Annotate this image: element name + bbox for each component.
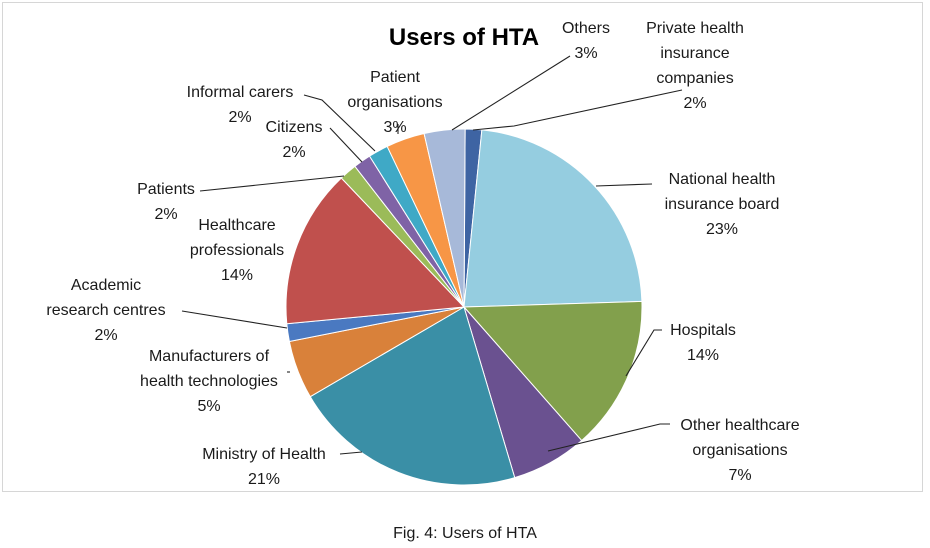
slice-label-3: Other healthcare organisations 7% — [680, 417, 799, 484]
leader-line-4 — [339, 451, 363, 455]
slice-label-11: Patient organisations 3% — [347, 69, 442, 136]
pie-slices — [285, 128, 643, 486]
pie-slice-1 — [463, 129, 643, 308]
leader-line-0 — [472, 89, 683, 131]
chart-title: Users of HTA — [389, 24, 539, 51]
pie-slice-7 — [285, 177, 466, 325]
leader-line-9 — [329, 127, 363, 163]
leader-line-3 — [547, 423, 670, 452]
leader-line-8 — [199, 175, 345, 192]
slice-labels: Private health insurance companies 2% Nation… — [46, 20, 799, 488]
slice-label-4: Ministry of Health 21% — [202, 446, 326, 488]
figure-caption: Fig. 4: Users of HTA — [393, 525, 537, 542]
pie-slice-4 — [309, 306, 516, 486]
leader-lines — [181, 55, 683, 455]
slice-label-10: Informal carers 2% — [187, 84, 294, 126]
leader-line-10 — [303, 94, 376, 152]
slice-label-5: Manufacturers of health technologies 5% — [140, 348, 278, 415]
slice-label-12: Others 3% — [562, 20, 610, 62]
leader-line-12 — [451, 55, 571, 131]
slice-label-0: Private health insurance companies 2% — [646, 20, 744, 112]
pie-slice-2 — [462, 300, 643, 442]
slice-label-7: Healthcare professionals 14% — [190, 217, 284, 284]
slice-label-6: Academic research centres 2% — [46, 277, 165, 344]
slice-label-8: Patients 2% — [137, 181, 195, 223]
slice-label-2: Hospitals 14% — [670, 322, 736, 364]
leader-line-6 — [181, 310, 288, 329]
slice-label-9: Citizens 2% — [266, 119, 323, 161]
slice-label-1: National health insurance board 23% — [665, 171, 780, 238]
pie-slice-12 — [423, 128, 466, 308]
leader-line-2 — [625, 329, 662, 377]
leader-line-1 — [595, 183, 653, 187]
